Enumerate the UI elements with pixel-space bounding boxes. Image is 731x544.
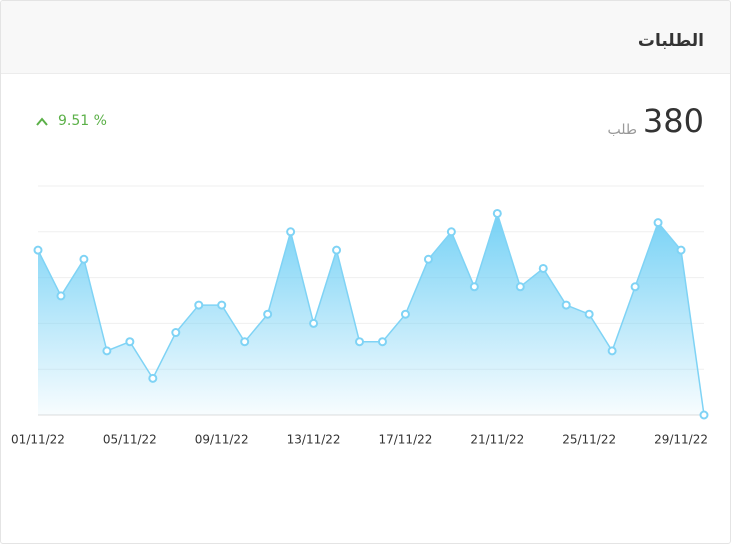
point	[584, 309, 594, 319]
x-tick-label: 29/11/22	[654, 433, 708, 447]
x-tick-label: 05/11/22	[103, 433, 157, 447]
total-unit: طلب	[607, 122, 637, 138]
x-tick-label: 25/11/22	[562, 433, 616, 447]
point	[217, 300, 227, 310]
line	[37, 210, 705, 416]
point	[423, 254, 433, 264]
up-arrow	[36, 117, 48, 126]
point	[377, 337, 387, 347]
point	[240, 337, 250, 347]
area	[38, 213, 704, 415]
point	[400, 309, 410, 319]
point	[102, 346, 112, 356]
point	[538, 263, 548, 273]
total: 380	[643, 102, 704, 140]
point	[676, 245, 686, 255]
x-tick-label: 21/11/22	[470, 433, 524, 447]
point	[630, 282, 640, 292]
x-tick-label: 17/11/22	[378, 433, 432, 447]
point	[469, 282, 479, 292]
point	[309, 318, 319, 328]
point	[56, 291, 66, 301]
x-tick-label: 13/11/22	[287, 433, 341, 447]
point	[263, 309, 273, 319]
point	[653, 218, 663, 228]
point	[33, 245, 43, 255]
x-tick-label: 09/11/22	[195, 433, 249, 447]
point	[332, 245, 342, 255]
point	[148, 373, 158, 383]
point	[492, 208, 502, 218]
point	[515, 282, 525, 292]
point	[171, 328, 181, 338]
change: 9.51 %	[58, 113, 107, 129]
point	[355, 337, 365, 347]
x-tick-label: 01/11/22	[11, 433, 65, 447]
point	[286, 227, 296, 237]
point	[194, 300, 204, 310]
card-title: الطلبات	[638, 31, 704, 51]
point	[125, 337, 135, 347]
point	[79, 254, 89, 264]
point	[561, 300, 571, 310]
point	[699, 410, 709, 420]
point	[446, 227, 456, 237]
point	[607, 346, 617, 356]
card-header	[1, 1, 730, 74]
